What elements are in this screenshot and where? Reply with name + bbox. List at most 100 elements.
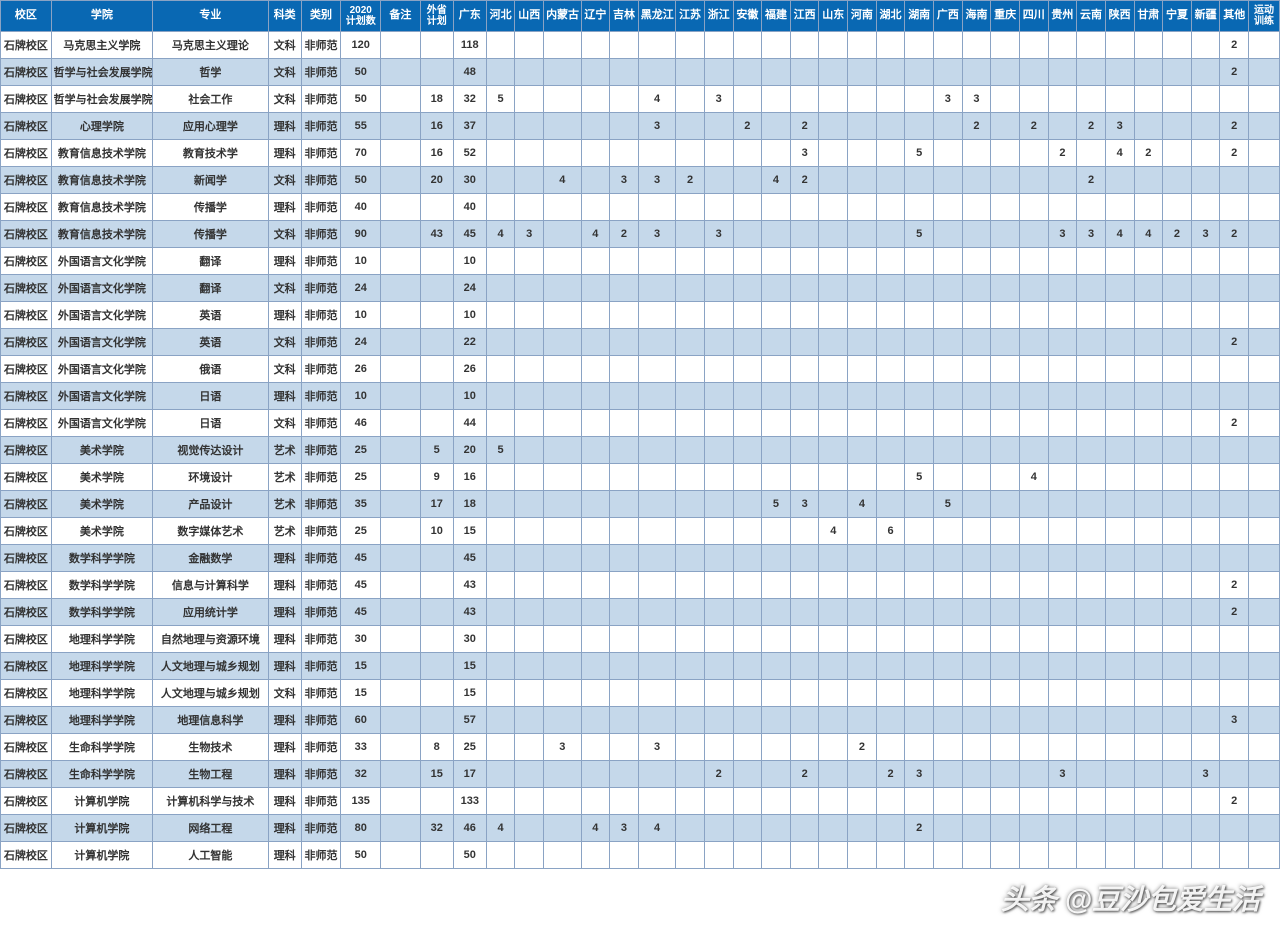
cell-shx [1105,626,1134,653]
cell-shx [1105,842,1134,869]
cell-nx [1163,572,1192,599]
cell-other_prov: 16 [420,113,453,140]
cell-major: 俄语 [153,356,269,383]
cell-sx [515,491,544,518]
col-header-yn: 云南 [1077,1,1106,32]
cell-ln [581,680,610,707]
cell-hain [962,626,991,653]
cell-campus: 石牌校区 [1,788,52,815]
cell-gs: 4 [1134,221,1163,248]
cell-shx [1105,410,1134,437]
cell-nx [1163,167,1192,194]
cell-other_prov [420,707,453,734]
cell-major: 人工智能 [153,842,269,869]
cell-other [1220,194,1249,221]
cell-zj [704,653,733,680]
cell-college: 地理科学学院 [51,626,152,653]
cell-gz [1048,734,1077,761]
cell-sc [1019,545,1048,572]
cell-jx [790,815,819,842]
cell-yn: 2 [1077,113,1106,140]
cell-sd [819,626,848,653]
cell-hub [876,410,905,437]
cell-ah [733,194,762,221]
cell-hlj [638,194,675,221]
cell-hb [486,572,515,599]
cell-sd [819,734,848,761]
cell-note [381,86,421,113]
cell-ln [581,761,610,788]
cell-gx [934,815,963,842]
cell-nx [1163,302,1192,329]
cell-note [381,221,421,248]
cell-ln [581,707,610,734]
cell-hain [962,140,991,167]
cell-gd: 16 [453,464,486,491]
cell-hun [905,410,934,437]
col-header-ln: 辽宁 [581,1,610,32]
cell-college: 计算机学院 [51,842,152,869]
cell-sd [819,815,848,842]
cell-nmg [544,140,581,167]
cell-zj [704,842,733,869]
cell-gs [1134,572,1163,599]
col-header-jl: 吉林 [610,1,639,32]
cell-gd: 133 [453,788,486,815]
cell-sport [1249,302,1280,329]
cell-college: 美术学院 [51,518,152,545]
cell-sc [1019,437,1048,464]
cell-nmg [544,194,581,221]
cell-xj [1191,572,1220,599]
table-row: 石牌校区数学科学学院应用统计学理科非师范45432 [1,599,1280,626]
cell-js [676,383,705,410]
cell-gz [1048,356,1077,383]
cell-sd [819,788,848,815]
cell-gs [1134,194,1163,221]
cell-hain [962,734,991,761]
cell-college: 教育信息技术学院 [51,140,152,167]
cell-sx [515,464,544,491]
cell-sport [1249,545,1280,572]
cell-ln [581,383,610,410]
cell-gx [934,302,963,329]
cell-cq [991,194,1020,221]
cell-fj [762,707,791,734]
cell-campus: 石牌校区 [1,32,52,59]
table-row: 石牌校区计算机学院计算机科学与技术理科非师范1351332 [1,788,1280,815]
col-header-category: 类别 [301,1,341,32]
cell-hun [905,491,934,518]
cell-hub [876,275,905,302]
cell-hlj [638,248,675,275]
cell-hn [848,86,877,113]
cell-jl: 2 [610,221,639,248]
cell-ah [733,86,762,113]
cell-sd [819,59,848,86]
cell-subject: 理科 [268,788,301,815]
cell-major: 新闻学 [153,167,269,194]
cell-campus: 石牌校区 [1,248,52,275]
cell-college: 教育信息技术学院 [51,221,152,248]
col-header-hub: 湖北 [876,1,905,32]
cell-subject: 文科 [268,275,301,302]
cell-sport [1249,383,1280,410]
cell-jx [790,329,819,356]
cell-yn [1077,734,1106,761]
cell-nmg [544,86,581,113]
cell-gs [1134,464,1163,491]
col-header-fj: 福建 [762,1,791,32]
cell-js [676,761,705,788]
cell-hb [486,653,515,680]
cell-plan: 50 [341,59,381,86]
cell-subject: 理科 [268,113,301,140]
cell-hub [876,653,905,680]
cell-major: 人文地理与城乡规划 [153,680,269,707]
cell-nmg [544,383,581,410]
cell-nx [1163,194,1192,221]
cell-subject: 艺术 [268,491,301,518]
cell-js [676,842,705,869]
cell-gd: 30 [453,167,486,194]
cell-ah: 2 [733,113,762,140]
cell-hain: 2 [962,113,991,140]
cell-campus: 石牌校区 [1,491,52,518]
cell-js [676,734,705,761]
